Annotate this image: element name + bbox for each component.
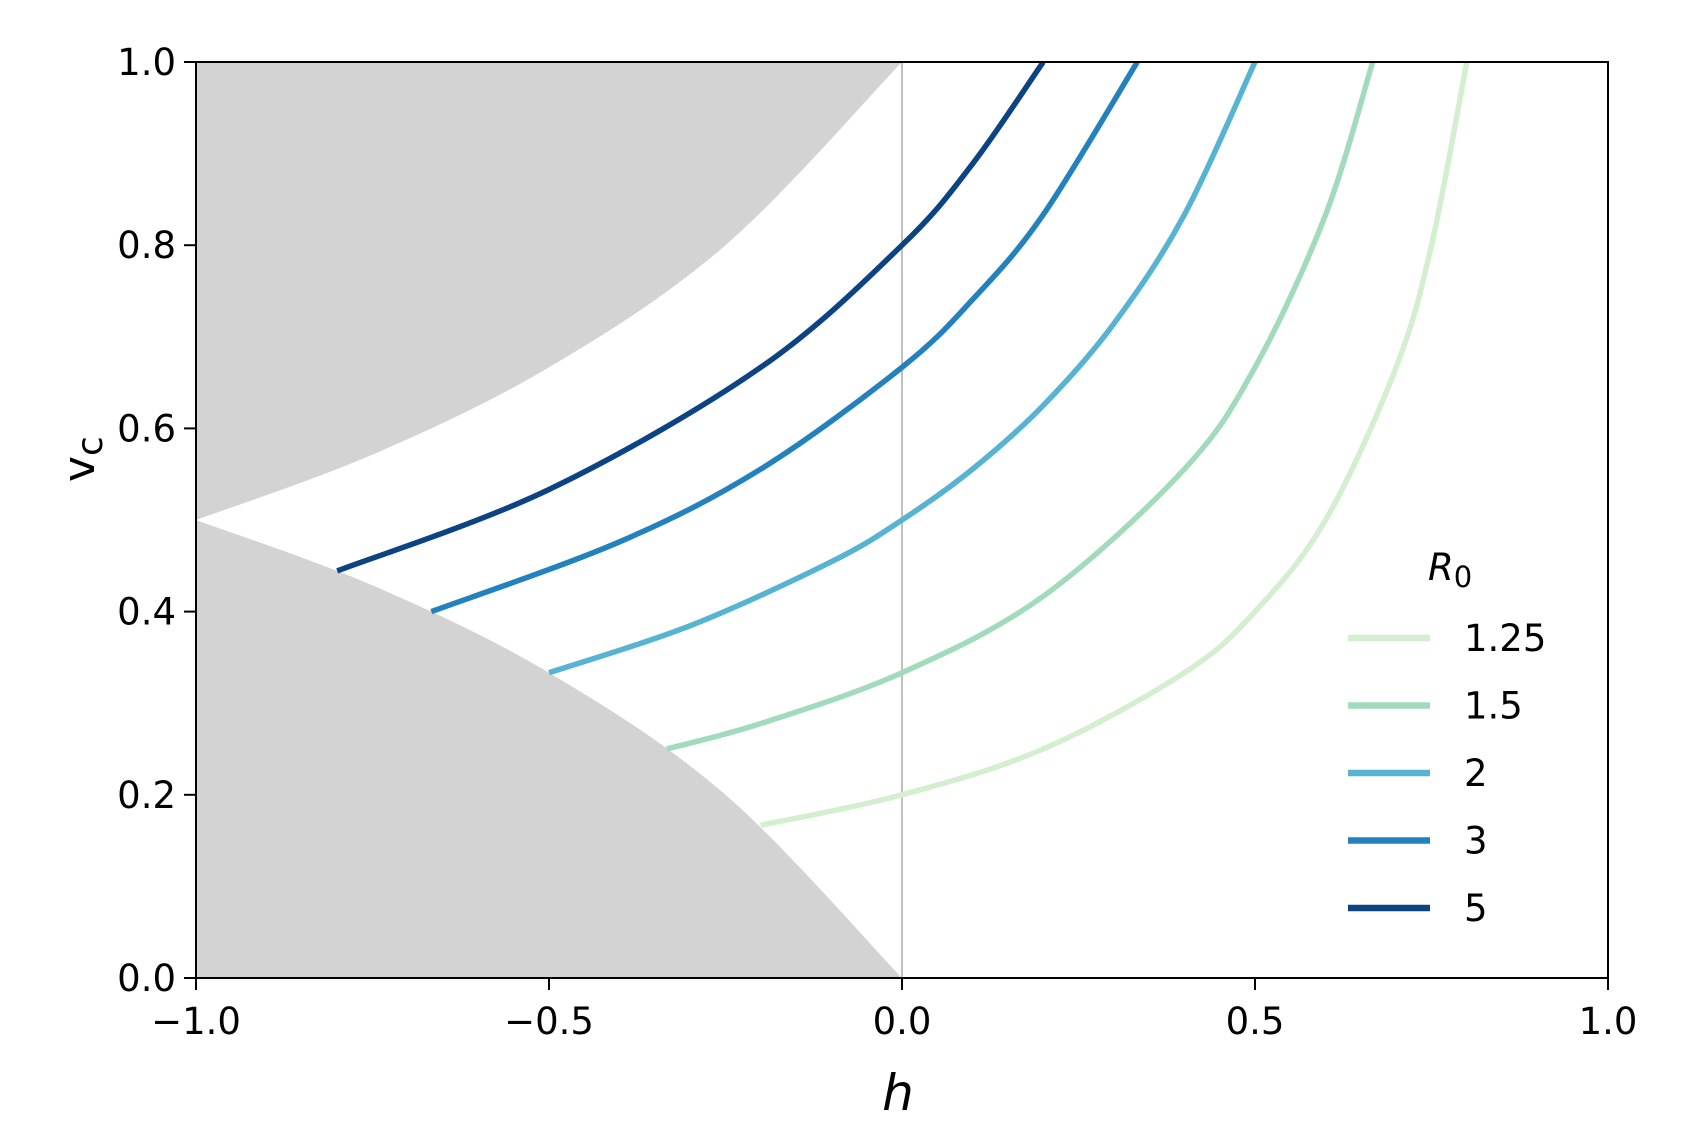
y-tick-label: 0.8 xyxy=(117,224,176,267)
legend-items: 1.25 1.5 2 3 5 xyxy=(1348,617,1546,930)
legend-title-subscript: 0 xyxy=(1454,560,1472,594)
svg-text:vc: vc xyxy=(54,436,111,482)
y-tick-label: 0.2 xyxy=(117,774,176,817)
x-tick-label: 0.0 xyxy=(873,1000,932,1043)
lower-gray-region xyxy=(196,520,902,978)
y-axis-ticks: 0.0 0.2 0.4 0.6 0.8 1.0 xyxy=(117,41,196,1000)
legend-label-1.25: 1.25 xyxy=(1464,617,1546,660)
x-tick-label: −1.0 xyxy=(151,1000,241,1043)
upper-gray-region xyxy=(196,62,902,520)
series-lines xyxy=(336,62,1470,828)
series-line-r0-2 xyxy=(548,62,1258,676)
legend-label-1.5: 1.5 xyxy=(1464,685,1523,728)
x-axis-ticks: −1.0 −0.5 0.0 0.5 1.0 xyxy=(151,978,1637,1043)
legend-label-2: 2 xyxy=(1464,752,1488,795)
legend-label-5: 5 xyxy=(1464,887,1488,930)
legend: R0 1.25 1.5 2 3 5 xyxy=(1348,546,1546,930)
legend-label-3: 3 xyxy=(1464,820,1488,863)
y-tick-label: 0.4 xyxy=(117,591,176,634)
series-line-r0-5 xyxy=(336,62,1046,574)
y-tick-label: 1.0 xyxy=(117,41,176,84)
shaded-regions xyxy=(196,62,902,978)
series-line-r0-1.5 xyxy=(665,62,1376,752)
x-tick-label: 1.0 xyxy=(1579,1000,1638,1043)
series-line-r0-3 xyxy=(430,62,1140,615)
y-tick-label: 0.6 xyxy=(117,407,176,450)
y-axis-label: v xyxy=(54,456,105,482)
x-tick-label: −0.5 xyxy=(504,1000,594,1043)
x-tick-label: 0.5 xyxy=(1226,1000,1285,1043)
y-tick-label: 0.0 xyxy=(117,957,176,1000)
series-line-r0-1.25 xyxy=(760,62,1470,828)
legend-title: R xyxy=(1428,546,1454,589)
x-axis-label: h xyxy=(882,1064,914,1122)
svg-text:R0: R0 xyxy=(1428,546,1472,594)
y-axis-label-group: vc xyxy=(54,436,111,482)
y-axis-label-subscript: c xyxy=(70,436,111,456)
